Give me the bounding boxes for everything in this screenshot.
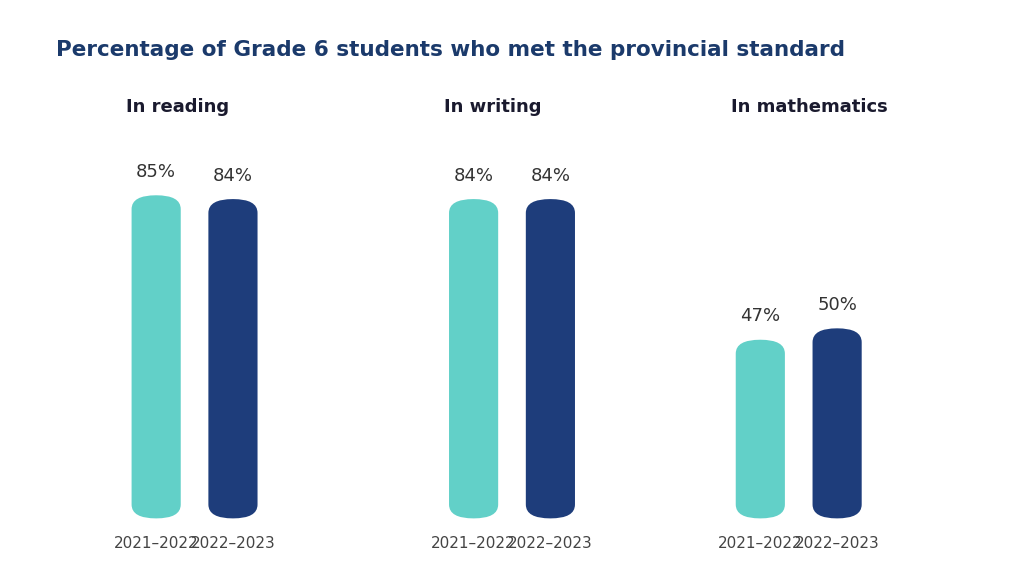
FancyBboxPatch shape xyxy=(449,199,498,518)
Text: 2021–2022: 2021–2022 xyxy=(114,536,199,551)
FancyBboxPatch shape xyxy=(209,199,258,518)
Text: 50%: 50% xyxy=(817,296,857,314)
Text: In mathematics: In mathematics xyxy=(731,98,888,116)
Text: In reading: In reading xyxy=(127,98,229,116)
Text: Percentage of Grade 6 students who met the provincial standard: Percentage of Grade 6 students who met t… xyxy=(56,40,846,60)
Text: 85%: 85% xyxy=(136,163,176,181)
Text: 2022–2023: 2022–2023 xyxy=(795,536,880,551)
FancyBboxPatch shape xyxy=(131,195,180,518)
Text: 2022–2023: 2022–2023 xyxy=(508,536,593,551)
FancyBboxPatch shape xyxy=(813,328,862,518)
Text: 2022–2023: 2022–2023 xyxy=(190,536,275,551)
Text: In writing: In writing xyxy=(444,98,542,116)
FancyBboxPatch shape xyxy=(526,199,575,518)
Text: 84%: 84% xyxy=(530,166,570,185)
Text: 84%: 84% xyxy=(454,166,494,185)
Text: 84%: 84% xyxy=(213,166,253,185)
Text: 2021–2022: 2021–2022 xyxy=(431,536,516,551)
Text: 2021–2022: 2021–2022 xyxy=(718,536,803,551)
FancyBboxPatch shape xyxy=(735,340,785,518)
Text: 47%: 47% xyxy=(740,308,780,325)
